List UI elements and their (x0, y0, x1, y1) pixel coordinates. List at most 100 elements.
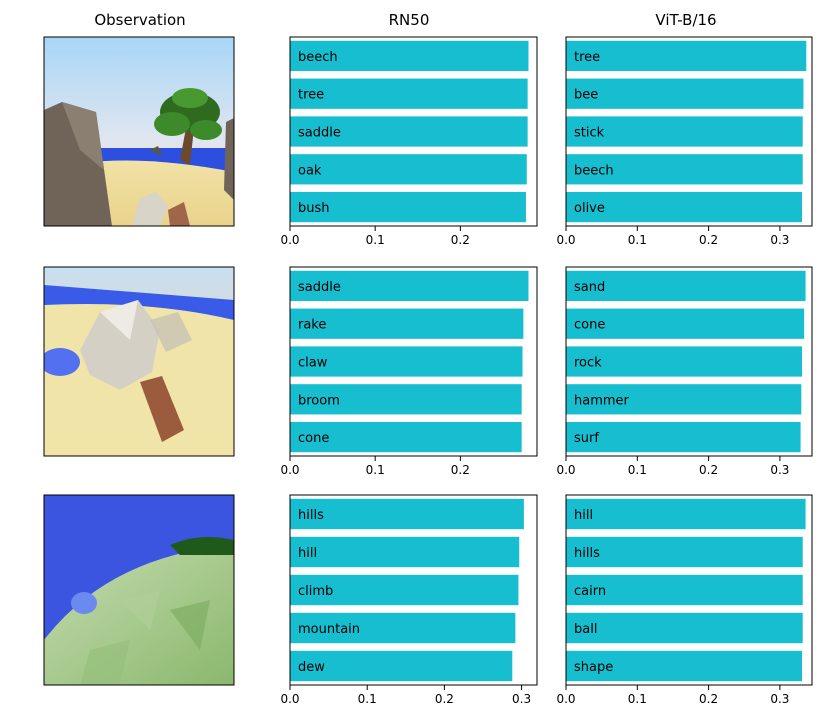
bar-label-broom: broom (298, 393, 340, 408)
bar-label-oak: oak (298, 163, 322, 178)
axes-frame (565, 494, 813, 686)
bar-label-mountain: mountain (298, 622, 360, 637)
x-tick-label: 0.3 (770, 233, 789, 247)
vit-column-title: ViT-B/16 (655, 11, 717, 29)
bar-label-shape: shape (574, 660, 613, 675)
bar-saddle (290, 116, 528, 147)
bar-hammer (566, 384, 802, 415)
bar-label-cairn: cairn (574, 584, 606, 599)
bar-surf (566, 421, 801, 453)
bar-label-claw: claw (298, 356, 328, 371)
observation-column-title: Observation (94, 11, 186, 29)
observation-frame-3 (43, 494, 235, 686)
x-tick-label: 0.1 (628, 233, 647, 247)
bar-label-hills: hills (298, 508, 324, 523)
bar-cairn (566, 574, 803, 606)
x-tick-label: 0.2 (451, 233, 470, 247)
axes-frame (289, 266, 538, 457)
bar-label-rake: rake (298, 318, 326, 333)
bar-label-stick: stick (574, 126, 605, 141)
bar-label-saddle: saddle (298, 126, 341, 141)
bar-label-bush: bush (298, 201, 330, 216)
bar-claw (290, 346, 523, 377)
bar-label-saddle: saddle (298, 280, 341, 295)
bar-label-bee: bee (574, 88, 598, 103)
bar-tree (290, 78, 528, 109)
bar-label-olive: olive (574, 201, 605, 216)
bar-label-surf: surf (574, 431, 599, 446)
bar-label-rock: rock (574, 356, 602, 371)
x-tick-label: 0.2 (451, 463, 470, 477)
bar-label-hammer: hammer (574, 393, 630, 408)
bar-label-sand: sand (574, 280, 605, 295)
x-tick-label: 0.3 (770, 692, 789, 706)
bar-label-cone: cone (298, 431, 329, 446)
axes-frame (565, 266, 813, 457)
axes-frame (289, 36, 538, 227)
bar-sand (566, 270, 806, 302)
observation-frame-1 (43, 36, 235, 227)
x-tick-label: 0.0 (280, 463, 299, 477)
chart-panel-1: beech tree saddle oak bush 0.0 0.1 0.2 (280, 36, 538, 247)
bar-hill (566, 498, 806, 530)
bar-label-beech: beech (298, 50, 338, 65)
bar-climb (290, 574, 519, 606)
bar-saddle (290, 270, 529, 302)
bar-hill (290, 536, 520, 568)
axes-frame (565, 36, 813, 227)
observation-image-3 (44, 495, 234, 685)
x-tick-label: 0.0 (556, 233, 575, 247)
bar-label-tree: tree (574, 50, 600, 65)
x-tick-label: 0.2 (699, 692, 718, 706)
chart-panel-5: hills hill climb mountain dew 0.0 0.1 0.2 0.3 (280, 494, 538, 706)
chart-panel-6: hill hills cairn ball shape 0.0 0.1 0.2 0.3 (556, 494, 813, 706)
chart-panel-4: sand cone rock hammer surf 0.0 0.1 0.2 0.3 (556, 266, 813, 477)
bar-label-climb: climb (298, 584, 333, 599)
bar-cone (290, 421, 522, 453)
bar-label-hill: hill (298, 546, 317, 561)
bar-label-hills: hills (574, 546, 600, 561)
x-tick-label: 0.1 (358, 692, 377, 706)
chart-panel-3: saddle rake claw broom cone 0.0 0.1 0.2 (280, 266, 538, 477)
x-tick-label: 0.0 (280, 233, 299, 247)
bar-beech (290, 40, 529, 72)
bar-olive (566, 191, 803, 223)
bar-stick (566, 116, 803, 147)
bar-ball (566, 612, 803, 644)
bar-label-ball: ball (574, 622, 597, 637)
bar-rake (290, 308, 524, 339)
bar-rock (566, 346, 803, 377)
x-tick-label: 0.2 (435, 692, 454, 706)
x-tick-label: 0.2 (699, 463, 718, 477)
x-tick-label: 0.1 (366, 233, 385, 247)
axes-frame (289, 494, 538, 686)
observation-image-1 (44, 37, 234, 226)
bar-cone (566, 308, 805, 339)
observation-frame-2 (43, 266, 235, 457)
bar-label-cone: cone (574, 318, 605, 333)
x-tick-label: 0.0 (556, 463, 575, 477)
chart-panel-2: tree bee stick beech olive 0.0 0.1 0.2 0.3 (556, 36, 813, 247)
x-tick-label: 0.1 (366, 463, 385, 477)
observation-image-2 (44, 267, 234, 456)
x-tick-label: 0.0 (556, 692, 575, 706)
bar-broom (290, 384, 522, 415)
bar-bush (290, 191, 526, 223)
bar-hills (566, 536, 803, 568)
x-tick-label: 0.0 (280, 692, 299, 706)
bar-label-dew: dew (298, 660, 325, 675)
x-tick-label: 0.2 (699, 233, 718, 247)
bar-shape (566, 650, 803, 682)
bar-label-beech: beech (574, 163, 614, 178)
bar-oak (290, 154, 527, 185)
rn50-column-title: RN50 (388, 11, 430, 29)
x-tick-label: 0.1 (628, 692, 647, 706)
x-tick-label: 0.3 (770, 463, 789, 477)
bar-mountain (290, 612, 516, 644)
bar-tree (566, 40, 807, 72)
bar-label-hill: hill (574, 508, 593, 523)
bar-bee (566, 78, 804, 109)
bar-beech (566, 154, 803, 185)
x-tick-label: 0.1 (628, 463, 647, 477)
